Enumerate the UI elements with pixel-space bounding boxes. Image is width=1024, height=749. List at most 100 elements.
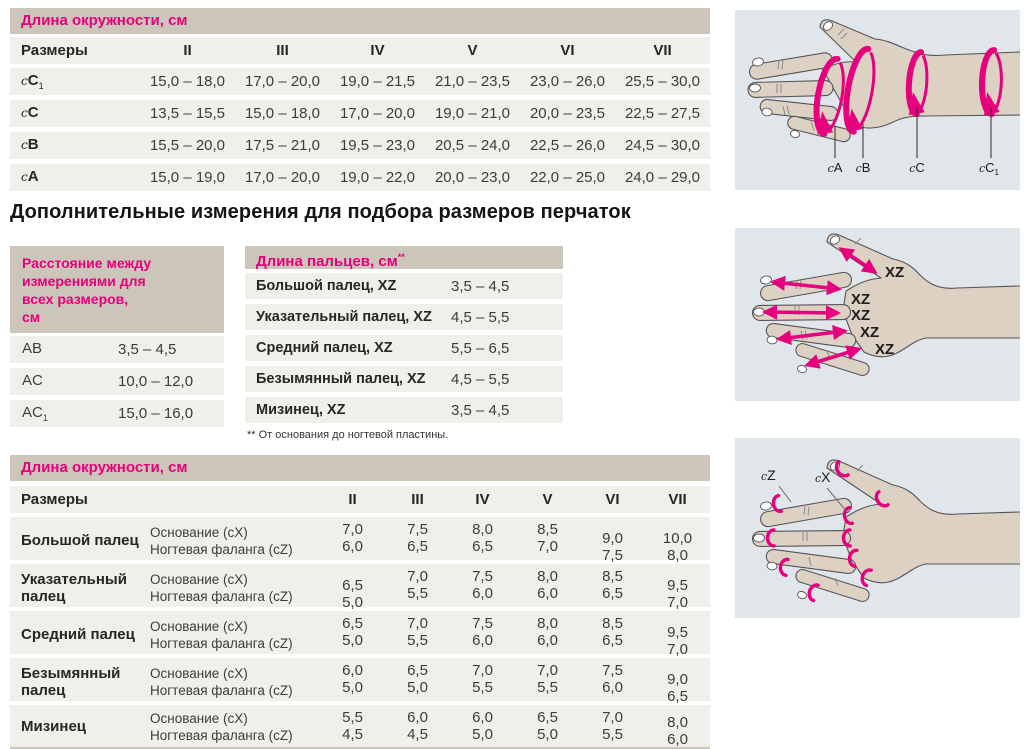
measure-label: AB — [22, 340, 43, 357]
table-cell: 6,0 5,0 — [472, 709, 493, 743]
table-cell: 17,0 – 20,0 — [339, 105, 416, 122]
table-cell: 6,5 5,0 — [342, 577, 363, 611]
measurement-sublabels: Основание (cX) Ногтевая фаланга (cZ) — [150, 611, 320, 658]
distance-table-title: Расстояние между измерениями для всех ра… — [10, 246, 224, 333]
table-cell: 17,0 – 20,0 — [244, 169, 321, 186]
section-heading: Дополнительные измерения для подбора раз… — [10, 201, 631, 223]
base-sublabel: Основание (cX) — [150, 618, 248, 634]
size-header: V — [467, 42, 478, 59]
table-cell: 7,0 5,5 — [407, 615, 428, 649]
size-header: VI — [605, 491, 620, 508]
circumference-marks — [765, 460, 890, 603]
footnote-marker: ** — [397, 252, 405, 262]
finger-label: Безымянный палец, XZ — [256, 371, 426, 387]
finger-label: Безымянный палец — [21, 664, 121, 699]
size-header: III — [276, 42, 289, 59]
table-cell: 24,0 – 29,0 — [624, 169, 701, 186]
index-nail-mark — [771, 493, 784, 514]
table-title-text: Длина окружности, см — [21, 459, 188, 476]
table-row: cB 15,5 – 20,0 17,5 – 21,0 19,5 – 23,0 2… — [10, 132, 710, 159]
table-cell: 3,5 – 4,5 — [118, 341, 177, 358]
finger-label: Указательный палец, XZ — [256, 309, 432, 325]
table-cell: 10,0 8,0 — [662, 530, 693, 564]
hand-shape-group — [751, 459, 1020, 603]
table-cell: 19,0 – 21,5 — [339, 73, 416, 90]
knuckle-marks — [802, 464, 864, 587]
base-sublabel: Основание (cX) — [150, 665, 248, 681]
size-header: VII — [668, 491, 687, 508]
table-cell: 10,0 – 12,0 — [118, 373, 194, 390]
nail-sublabel: Ногтевая фаланга (cZ) — [150, 541, 293, 557]
table-cell: 4,5 – 5,5 — [451, 308, 510, 326]
index-finger — [760, 497, 852, 528]
label-cZ: cZ — [761, 467, 776, 483]
label-cX: cX — [815, 469, 831, 485]
base-sublabel: Основание (cX) — [150, 571, 248, 587]
cropped-next-section-edge — [10, 747, 710, 749]
table-cell: 9,0 6,5 — [667, 671, 688, 705]
table-cell: 17,5 – 21,0 — [244, 137, 321, 154]
ring-base-mark — [847, 548, 859, 569]
table-cell: 6,5 5,0 — [537, 709, 558, 743]
label-xz-index: XZ — [851, 291, 870, 308]
table-cell: 8,0 6,0 — [667, 714, 688, 748]
hand-diagram-svg: cZ cX — [751, 459, 1020, 603]
thumb-nail-mark — [834, 460, 850, 478]
table-row: cC1 15,0 – 18,0 17,0 – 20,0 19,0 – 21,5 … — [10, 68, 710, 95]
hand-illustration-arm-circumference: cA cB cC cC1 — [735, 10, 1020, 190]
index-length-arrow — [769, 275, 843, 296]
title-line: всех размеров, — [22, 291, 129, 307]
title-line: измерениями для — [22, 273, 146, 289]
nail-sublabel: Ногтевая фаланга (cZ) — [150, 588, 293, 604]
table-cell: 15,0 – 19,0 — [149, 169, 226, 186]
label-xz-middle: XZ — [851, 307, 870, 324]
size-header: IV — [475, 491, 490, 508]
table-cell: 9,5 7,0 — [667, 577, 688, 611]
table-cell: 7,0 5,5 — [602, 709, 623, 743]
size-header: II — [183, 42, 192, 59]
table-cell: 24,5 – 30,0 — [624, 137, 701, 154]
label-pointer-lines — [834, 108, 992, 158]
table-cell: 8,5 6,5 — [602, 568, 623, 602]
finger-label: Большой палец — [21, 532, 139, 549]
ring-cC — [905, 49, 929, 118]
table-cell: 22,5 – 26,0 — [529, 137, 606, 154]
table-cell: 6,0 5,0 — [342, 662, 363, 696]
pinky-nail-mark — [807, 583, 820, 603]
finger-length-table-title: Длина пальцев, см** — [245, 246, 563, 270]
table-cell: 7,0 5,5 — [407, 568, 428, 602]
table-cell: 19,0 – 21,0 — [434, 105, 511, 122]
table-cell: 9,0 7,5 — [602, 530, 623, 564]
table-row: AC 10,0 – 12,0 — [10, 368, 224, 395]
middle-nail-mark — [765, 528, 776, 548]
base-sublabel: Основание (cX) — [150, 524, 248, 540]
label-cB: cB — [856, 160, 871, 175]
size-header: IV — [370, 42, 385, 59]
table-cell: 7,5 6,0 — [472, 568, 493, 602]
label-pointer-lines — [778, 485, 848, 513]
pinky-base-mark — [860, 568, 873, 588]
hand-shape — [751, 459, 1020, 602]
footnote: ** От основания до ногтевой пластины. — [247, 429, 449, 441]
ring-cC1 — [978, 47, 1003, 118]
measurement-sublabels: Основание (cX) Ногтевая фаланга (cZ) — [150, 517, 320, 564]
finger-circumference-header-row: Размеры II III IV V VI VII — [10, 486, 710, 513]
sizes-column-label: Размеры — [21, 491, 88, 508]
table-row: Безымянный палец Основание (cX) Ногтевая… — [10, 658, 710, 705]
title-line: см — [22, 309, 41, 325]
table-cell: 22,0 – 25,0 — [529, 169, 606, 186]
table-title-text: Длина пальцев, см — [256, 253, 398, 270]
hand-diagram-svg: XZ XZ XZ XZ XZ — [751, 233, 1020, 376]
table-cell: 5,5 – 6,5 — [451, 339, 510, 357]
table-row: cC 13,5 – 15,5 15,0 – 18,0 17,0 – 20,0 1… — [10, 100, 710, 127]
table-cell: 17,0 – 20,0 — [244, 73, 321, 90]
measurement-sublabels: Основание (cX) Ногтевая фаланга (cZ) — [150, 705, 320, 748]
table-row: Указательный палец Основание (cX) Ногтев… — [10, 564, 710, 611]
pinky-length-arrow — [804, 345, 862, 369]
index-base-mark — [842, 505, 855, 526]
label-cC: cC — [909, 160, 925, 175]
table-row: Средний палец Основание (cX) Ногтевая фа… — [10, 611, 710, 658]
ring-labels: cA cB cC cC1 — [828, 160, 1000, 177]
thumb-length-arrow — [838, 247, 878, 274]
table-cell: 5,5 4,5 — [342, 709, 363, 743]
